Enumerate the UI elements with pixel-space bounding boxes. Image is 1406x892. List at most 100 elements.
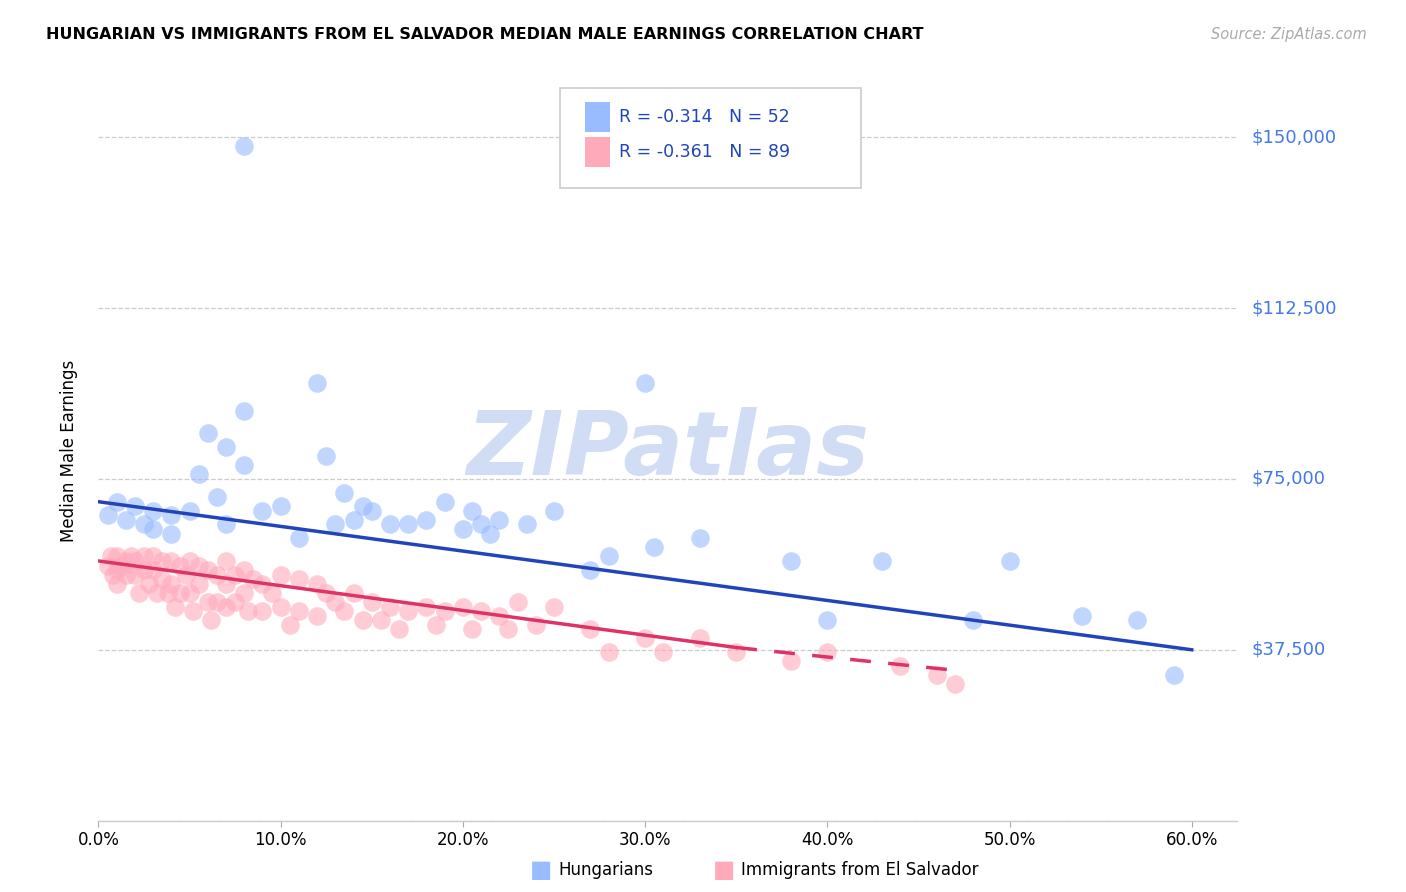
Point <box>370 613 392 627</box>
Point <box>114 567 136 582</box>
Point <box>1163 668 1185 682</box>
Text: Source: ZipAtlas.com: Source: ZipAtlas.com <box>1211 27 1367 42</box>
Text: ■: ■ <box>713 858 735 881</box>
Point <box>488 513 510 527</box>
Point <box>307 376 329 391</box>
Point <box>634 376 657 391</box>
Point <box>105 576 128 591</box>
Point <box>1071 608 1094 623</box>
Point <box>598 549 620 564</box>
Point <box>205 490 228 504</box>
Point <box>543 504 565 518</box>
FancyBboxPatch shape <box>585 103 610 132</box>
Point <box>270 500 292 514</box>
Point <box>323 517 346 532</box>
Point <box>689 632 711 646</box>
Point <box>96 558 118 573</box>
Point <box>132 563 155 577</box>
Point <box>815 645 838 659</box>
Text: $112,500: $112,500 <box>1251 299 1337 317</box>
Point <box>215 440 238 454</box>
Point <box>132 549 155 564</box>
Point <box>288 531 311 545</box>
Point <box>138 576 160 591</box>
Point <box>260 586 283 600</box>
Point <box>236 604 259 618</box>
Point <box>105 563 128 577</box>
Point <box>943 677 966 691</box>
Point <box>114 513 136 527</box>
Point <box>174 567 197 582</box>
Point <box>169 558 191 573</box>
Point <box>124 567 146 582</box>
Text: $150,000: $150,000 <box>1251 128 1336 146</box>
Point <box>488 608 510 623</box>
Point <box>205 567 228 582</box>
Point <box>470 517 492 532</box>
Point <box>779 654 801 668</box>
Point <box>215 576 238 591</box>
Point <box>110 558 132 573</box>
Point <box>163 599 186 614</box>
Point <box>187 558 209 573</box>
Point <box>278 617 301 632</box>
Point <box>451 599 474 614</box>
Point <box>150 572 173 586</box>
Point <box>307 608 329 623</box>
Point <box>132 517 155 532</box>
FancyBboxPatch shape <box>585 137 610 167</box>
Point <box>181 604 204 618</box>
Point <box>516 517 538 532</box>
Point <box>215 517 238 532</box>
Point <box>323 595 346 609</box>
Point <box>889 658 911 673</box>
Point <box>378 517 401 532</box>
Point <box>288 572 311 586</box>
Point <box>205 595 228 609</box>
Point <box>461 622 484 636</box>
Y-axis label: Median Male Earnings: Median Male Earnings <box>59 359 77 541</box>
Point <box>643 541 665 555</box>
Text: R = -0.314   N = 52: R = -0.314 N = 52 <box>619 108 790 127</box>
Point <box>579 563 602 577</box>
Point <box>415 513 437 527</box>
Text: R = -0.361   N = 89: R = -0.361 N = 89 <box>619 143 790 161</box>
Point <box>224 595 246 609</box>
Point <box>179 554 201 568</box>
Point <box>506 595 529 609</box>
Point <box>197 563 219 577</box>
Point <box>315 586 337 600</box>
Point <box>215 554 238 568</box>
Point <box>652 645 675 659</box>
Point <box>689 531 711 545</box>
Point <box>360 595 382 609</box>
Point <box>101 567 124 582</box>
Text: ■: ■ <box>530 858 553 881</box>
Point <box>815 613 838 627</box>
Point <box>396 604 419 618</box>
Point <box>197 595 219 609</box>
Point <box>451 522 474 536</box>
Point <box>96 508 118 523</box>
Text: $75,000: $75,000 <box>1251 470 1326 488</box>
Point <box>215 599 238 614</box>
Point <box>142 549 165 564</box>
Point <box>925 668 948 682</box>
Point <box>270 599 292 614</box>
Point <box>179 504 201 518</box>
Point <box>160 576 183 591</box>
Text: Hungarians: Hungarians <box>558 861 654 879</box>
Point <box>461 504 484 518</box>
Point <box>169 586 191 600</box>
Point <box>498 622 520 636</box>
Point <box>233 403 256 417</box>
Point <box>142 563 165 577</box>
Point <box>200 613 222 627</box>
Point <box>142 504 165 518</box>
Point <box>962 613 984 627</box>
Point <box>224 567 246 582</box>
Point <box>270 567 292 582</box>
Text: HUNGARIAN VS IMMIGRANTS FROM EL SALVADOR MEDIAN MALE EARNINGS CORRELATION CHART: HUNGARIAN VS IMMIGRANTS FROM EL SALVADOR… <box>46 27 924 42</box>
Point <box>242 572 264 586</box>
Point <box>150 554 173 568</box>
